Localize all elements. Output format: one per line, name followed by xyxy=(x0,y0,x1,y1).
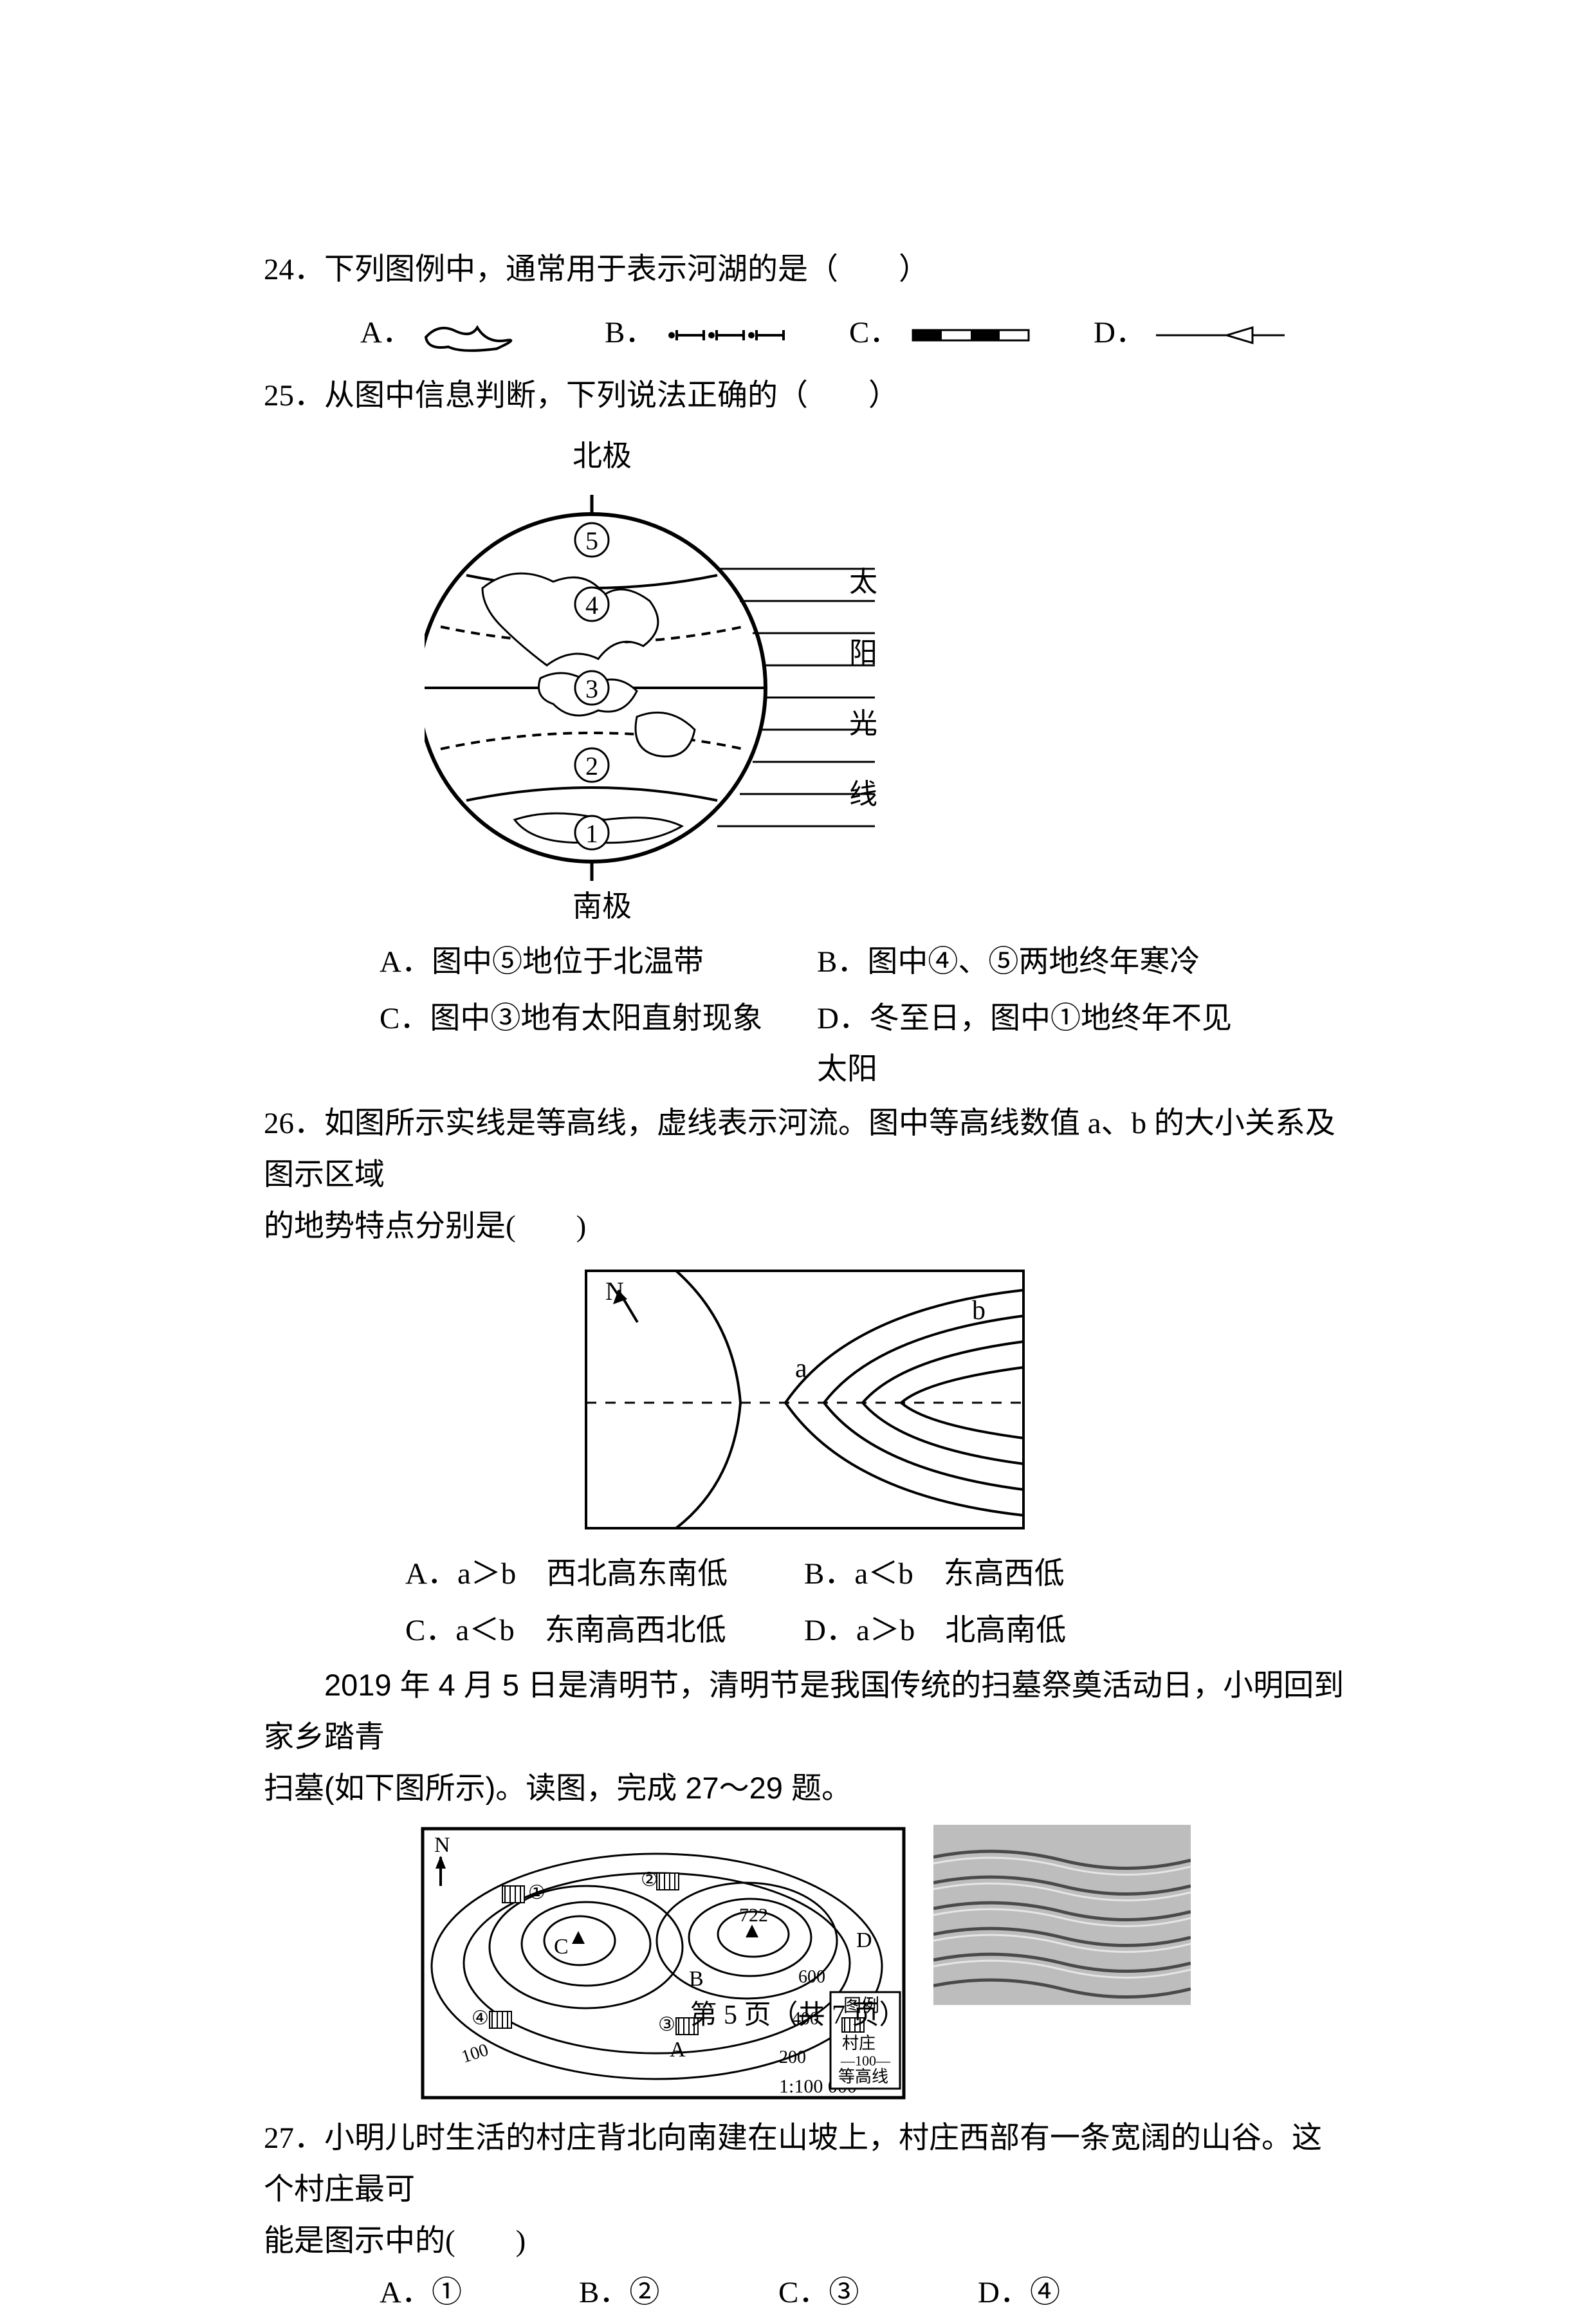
q25-opt-b: B．图中④、⑤两地终年寒冷 xyxy=(817,934,1254,991)
q25-stem: 25．从图中信息判断，下列说法正确的（ ） xyxy=(264,371,1345,422)
q25-options: A．图中⑤地位于北温带 B．图中④、⑤两地终年寒冷 C．图中③地有太阳直射现象 … xyxy=(380,934,1345,1099)
q24-stem: 24．下列图例中，通常用于表示河湖的是（ ） xyxy=(264,245,1345,296)
q24-opt-a: A． xyxy=(360,308,605,359)
q24-opt-c-label: C． xyxy=(849,308,899,359)
q25-opt-c: C．图中③地有太阳直射现象 xyxy=(380,991,817,1099)
q24-opt-b: B． xyxy=(605,308,849,359)
contour-map-icon: N 722 A B C D 100 200 400 xyxy=(419,1825,908,2102)
q26-opt-d: D．a＞b 北高南低 xyxy=(804,1603,1242,1659)
svg-text:600: 600 xyxy=(798,1967,825,1987)
svg-text:太: 太 xyxy=(849,566,877,598)
svg-text:A: A xyxy=(670,2038,686,2062)
svg-text:5: 5 xyxy=(585,526,598,555)
passage-line-1: 2019 年 4 月 5 日是清明节，清明节是我国传统的扫墓祭奠活动日，小明回到… xyxy=(264,1659,1345,1762)
q27-opt-d: D．④ xyxy=(978,2268,1177,2319)
svg-text:1: 1 xyxy=(585,819,598,848)
svg-text:D: D xyxy=(856,1928,872,1952)
contour-a-label: a xyxy=(795,1354,807,1383)
svg-text:3: 3 xyxy=(585,674,598,703)
exam-page: 24．下列图例中，通常用于表示河湖的是（ ） A． B． xyxy=(0,0,1596,2257)
q26-stem-2: 的地势特点分别是( ) xyxy=(264,1201,1345,1253)
south-pole-label: 南极 xyxy=(573,890,632,923)
q27-opt-a: A．① xyxy=(380,2268,579,2319)
q27-stem-2: 能是图示中的( ) xyxy=(264,2216,1345,2268)
north-pole-label: 北极 xyxy=(573,439,632,472)
q25-opt-a: A．图中⑤地位于北温带 xyxy=(380,934,817,991)
page-footer: 第 5 页（共 7 页） xyxy=(0,1993,1596,2038)
svg-text:—100—: —100— xyxy=(840,2053,891,2069)
q26-opt-c: C．a＜b 东南高西北低 xyxy=(405,1603,804,1659)
svg-text:722: 722 xyxy=(739,1905,768,1926)
svg-text:光: 光 xyxy=(849,708,877,739)
svg-text:阳: 阳 xyxy=(849,637,877,669)
svg-text:等高线: 等高线 xyxy=(838,2067,888,2086)
q27-options: A．① B．② C．③ D．④ xyxy=(380,2268,1345,2319)
q27-opt-b: B．② xyxy=(579,2268,778,2319)
q26-stem-1: 26．如图所示实线是等高线，虚线表示河流。图中等高线数值 a、b 的大小关系及图… xyxy=(264,1098,1345,1201)
terrace-photo-icon xyxy=(933,1825,1191,2005)
q25-figure: 北极 南极 5 4 3 2 1 xyxy=(425,434,1345,923)
svg-text:2: 2 xyxy=(585,752,598,781)
svg-text:C: C xyxy=(554,1935,569,1959)
q24-opt-d: D． xyxy=(1094,308,1338,359)
q24-opt-c: C． xyxy=(849,308,1094,359)
q26-options: A．a＞b 西北高东南低 B．a＜b 东高西低 C．a＜b 东南高西北低 D．a… xyxy=(405,1546,1345,1659)
svg-text:①: ① xyxy=(528,1882,546,1903)
svg-text:B: B xyxy=(689,1967,704,1991)
svg-text:线: 线 xyxy=(849,779,877,810)
lake-legend-icon xyxy=(423,308,532,359)
q25-opt-d: D．冬至日，图中①地终年不见太阳 xyxy=(817,991,1254,1099)
q24-opt-a-label: A． xyxy=(360,308,412,359)
q26-opt-a: A．a＞b 西北高东南低 xyxy=(405,1546,804,1603)
q24-opt-b-label: B． xyxy=(605,308,655,359)
q26-figure: N a b xyxy=(264,1264,1345,1535)
svg-text:②: ② xyxy=(641,1869,658,1890)
q27-opt-c: C．③ xyxy=(778,2268,978,2319)
svg-text:200: 200 xyxy=(779,2047,806,2067)
q24-opt-d-label: D． xyxy=(1094,308,1146,359)
svg-text:4: 4 xyxy=(585,591,598,620)
q27-figure-row: N 722 A B C D 100 200 400 xyxy=(264,1825,1345,2102)
svg-text:N: N xyxy=(434,1833,450,1857)
q27-stem-1: 27．小明儿时生活的村庄背北向南建在山坡上，村庄西部有一条宽阔的山谷。这个村庄最… xyxy=(264,2113,1345,2216)
railway-legend-icon xyxy=(910,308,1032,359)
boundary-legend-icon xyxy=(665,308,794,359)
q24-options: A． B． xyxy=(360,308,1345,359)
passage-line-2: 扫墓(如下图所示)。读图，完成 27～29 题。 xyxy=(264,1762,1345,1814)
contour-b-label: b xyxy=(972,1296,986,1326)
dam-legend-icon xyxy=(1156,308,1285,359)
q26-opt-b: B．a＜b 东高西低 xyxy=(804,1546,1242,1603)
